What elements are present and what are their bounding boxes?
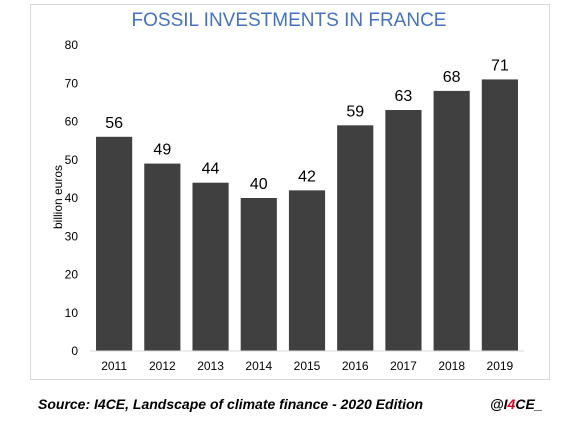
y-tick-label: 10 [65,306,79,320]
y-tick-label: 60 [65,115,79,129]
data-label-2019: 71 [491,57,509,74]
x-tick-label-2016: 2016 [342,359,369,373]
bar-2019 [481,79,518,352]
bar-2013 [192,182,229,351]
bar-2018 [433,90,470,352]
data-label-2015: 42 [298,168,316,185]
x-tick-label-2014: 2014 [245,359,272,373]
data-label-2018: 68 [443,69,461,86]
handle-accent: 4 [507,396,516,412]
bar-2014 [240,198,277,351]
y-tick-label: 70 [65,76,79,90]
y-tick-label: 20 [65,268,79,282]
bar-2016 [337,125,374,351]
data-label-2014: 40 [250,176,268,193]
x-tick-label-2012: 2012 [149,359,176,373]
bar-2011 [96,136,133,351]
bar-2015 [288,190,326,351]
x-tick-label-2018: 2018 [438,359,465,373]
data-label-2013: 44 [202,161,220,178]
handle-suffix: CE_ [515,396,543,412]
x-tick-label-2015: 2015 [294,359,321,373]
handle-prefix: @I [490,396,508,412]
data-labels: 56 49 44 40 42 59 63 68 71 [105,57,509,193]
bar-chart: FOSSIL INVESTMENTS IN FRANCE billion eur… [51,10,524,373]
chart-title: FOSSIL INVESTMENTS IN FRANCE [132,10,447,31]
y-tick-label: 40 [65,191,79,205]
x-axis: 2011 2012 2013 2014 2015 2016 2017 2018 2019 [101,359,513,373]
x-tick-label-2019: 2019 [487,359,514,373]
y-tick-label: 80 [65,38,79,52]
data-label-2016: 59 [346,103,364,120]
y-axis-label: billion euros [51,165,65,229]
bar-2017 [385,110,422,352]
bar-2012 [144,163,181,351]
y-tick-label: 0 [71,344,78,358]
y-tick-label: 30 [65,229,79,243]
data-label-2011: 56 [105,115,123,132]
y-tick-label: 50 [65,153,79,167]
twitter-handle: @I4CE_ [490,396,543,412]
x-tick-label-2017: 2017 [390,359,417,373]
x-tick-label-2011: 2011 [101,359,127,373]
data-label-2012: 49 [153,142,171,159]
data-label-2017: 63 [395,88,413,105]
source-note: Source: I4CE, Landscape of climate finan… [38,396,424,412]
x-tick-label-2013: 2013 [197,359,224,373]
bars [96,79,518,352]
y-axis: 0 10 20 30 40 50 60 70 80 [65,38,79,358]
